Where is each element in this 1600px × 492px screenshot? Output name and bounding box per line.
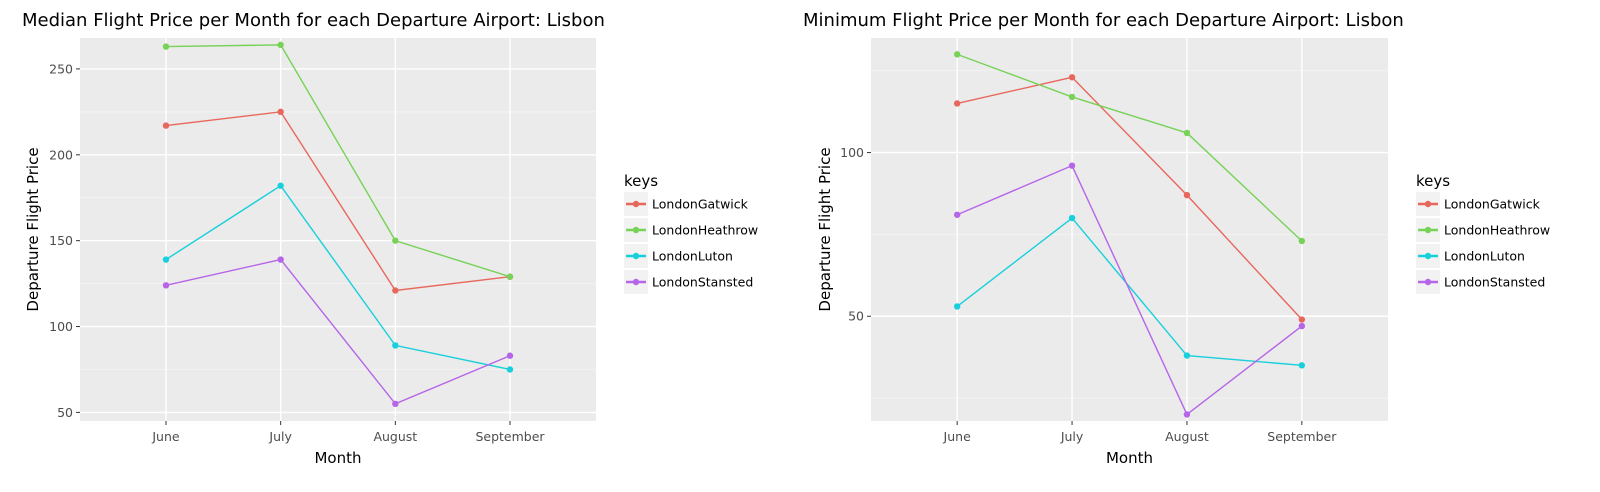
x-tick-label: July [268,429,292,444]
data-point [1068,214,1076,222]
series-line-LondonLuton [956,217,1302,367]
data-point [162,282,170,289]
data-point [506,273,514,280]
legend-key-point [632,252,640,260]
data-point [392,237,399,244]
x-tick-label: June [943,429,972,444]
y-tick-label: 100 [840,145,864,160]
data-point [1068,162,1076,169]
legend-key-point [1424,252,1432,260]
legend-key-point [632,278,640,286]
series-line-LondonGatwick [957,76,1303,320]
data-point [1183,411,1191,418]
plot-background [80,38,596,421]
legend-label: LondonGatwick [652,197,749,212]
legend-title: keys [624,172,658,190]
data-point [506,366,514,373]
y-axis-title: Departure Flight Price [816,147,834,311]
data-point [506,352,514,359]
legend-title: keys [1416,172,1450,190]
x-tick-label: September [1267,429,1337,444]
data-point [1068,74,1076,81]
data-point [1183,129,1191,137]
legend-label: LondonLuton [1444,249,1525,264]
y-tick-label: 50 [57,405,73,420]
data-point [392,400,399,408]
legend-key-point [632,200,640,208]
legend-label: LondonStansted [1444,275,1545,290]
chart-title: Median Flight Price per Month for each D… [22,10,605,31]
legend-label: LondonGatwick [1444,197,1541,212]
x-tick-label: July [1060,429,1084,444]
y-tick-label: 250 [49,61,73,76]
x-axis-title: Month [314,449,361,467]
y-tick-label: 150 [49,233,73,248]
series-line-LondonLuton [165,184,511,371]
series-line-LondonStansted [956,164,1303,416]
legend-key-point [1424,226,1432,234]
data-point [1298,237,1306,245]
y-tick-label: 200 [49,147,73,162]
data-point [1183,191,1191,199]
x-tick-label: August [373,429,417,444]
series-line-LondonStansted [165,258,511,405]
data-point [953,51,961,58]
data-point [277,256,284,263]
data-point [1068,93,1076,101]
data-point [277,108,284,116]
data-point [953,211,961,218]
series-line-LondonHeathrow [956,53,1303,242]
x-tick-label: June [151,429,180,444]
data-point [953,100,961,107]
y-tick-label: 100 [49,319,73,334]
data-point [1298,316,1306,323]
legend-key-point [1424,278,1432,286]
data-point [162,122,170,129]
series-line-LondonHeathrow [165,44,511,278]
legend-label: LondonLuton [652,249,733,264]
chart-title: Minimum Flight Price per Month for each … [803,10,1404,31]
legend-key-point [1424,200,1432,208]
legend-label: LondonHeathrow [652,223,758,238]
chart-panel-1: Median Flight Price per Month for each D… [22,10,758,467]
data-point [277,41,284,49]
legend-label: LondonHeathrow [1444,223,1550,238]
x-axis-title: Month [1106,449,1153,467]
data-point [1298,322,1306,330]
data-point [953,303,961,310]
y-axis-title: Departure Flight Price [24,147,42,311]
data-point [1298,362,1306,369]
data-point [162,43,170,50]
data-point [392,342,399,349]
y-tick-label: 50 [848,309,864,324]
data-point [1183,352,1191,359]
series-line-LondonGatwick [165,111,511,292]
x-tick-label: September [475,429,545,444]
x-tick-label: August [1165,429,1209,444]
legend-label: LondonStansted [652,275,753,290]
chart-panel-2: Minimum Flight Price per Month for each … [803,10,1550,467]
plot-background [871,38,1388,421]
data-point [392,287,399,294]
legend-key-point [632,226,640,234]
data-point [162,256,170,263]
data-point [277,182,284,189]
